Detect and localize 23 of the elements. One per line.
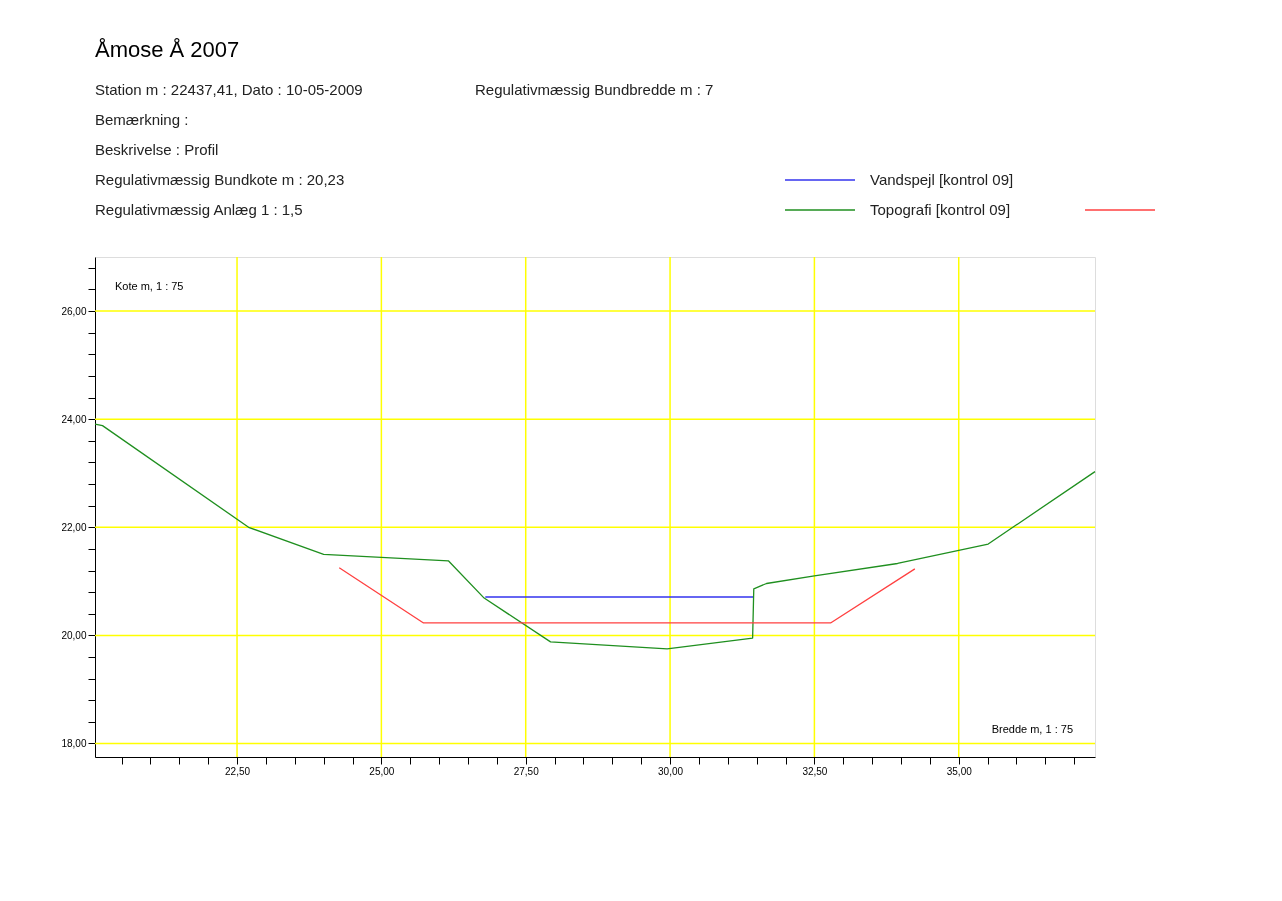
- x-tick-label: 25,00: [369, 765, 395, 777]
- text: Regulativmæssig Anlæg 1 : 1,5: [95, 201, 303, 218]
- y-tick-label: 24,00: [61, 413, 87, 425]
- y-tick-label: 26,00: [61, 305, 87, 317]
- text: Regulativmæssig Bundbredde m : 7: [475, 81, 714, 98]
- y-tick-label: 22,00: [61, 521, 87, 533]
- x-tick-label: 22,50: [225, 765, 251, 777]
- legend-label: Topografi [kontrol 09]: [870, 201, 1011, 218]
- y-tick-label: 20,00: [61, 629, 87, 641]
- x-tick-label: 32,50: [802, 765, 828, 777]
- text: Bemærkning :: [95, 111, 189, 128]
- chart-title: Åmose Å 2007: [95, 37, 240, 62]
- line-series: [94, 423, 1096, 650]
- x-tick-label: 27,50: [513, 765, 540, 777]
- legend-label: Vandspejl [kontrol 09]: [870, 171, 1014, 188]
- y-tick-label: 18,00: [61, 737, 87, 749]
- x-tick-label: 30,00: [658, 765, 684, 777]
- text: Beskrivelse : Profil: [95, 141, 219, 158]
- y-axis-title: Kote m, 1 : 75: [115, 280, 184, 292]
- text: Station m : 22437,41, Dato : 10-05-2009: [95, 81, 363, 98]
- x-tick-label: 35,00: [946, 765, 973, 777]
- x-axis-title: Bredde m, 1 : 75: [991, 723, 1073, 735]
- text: Regulativmæssig Bundkote m : 20,23: [95, 171, 345, 188]
